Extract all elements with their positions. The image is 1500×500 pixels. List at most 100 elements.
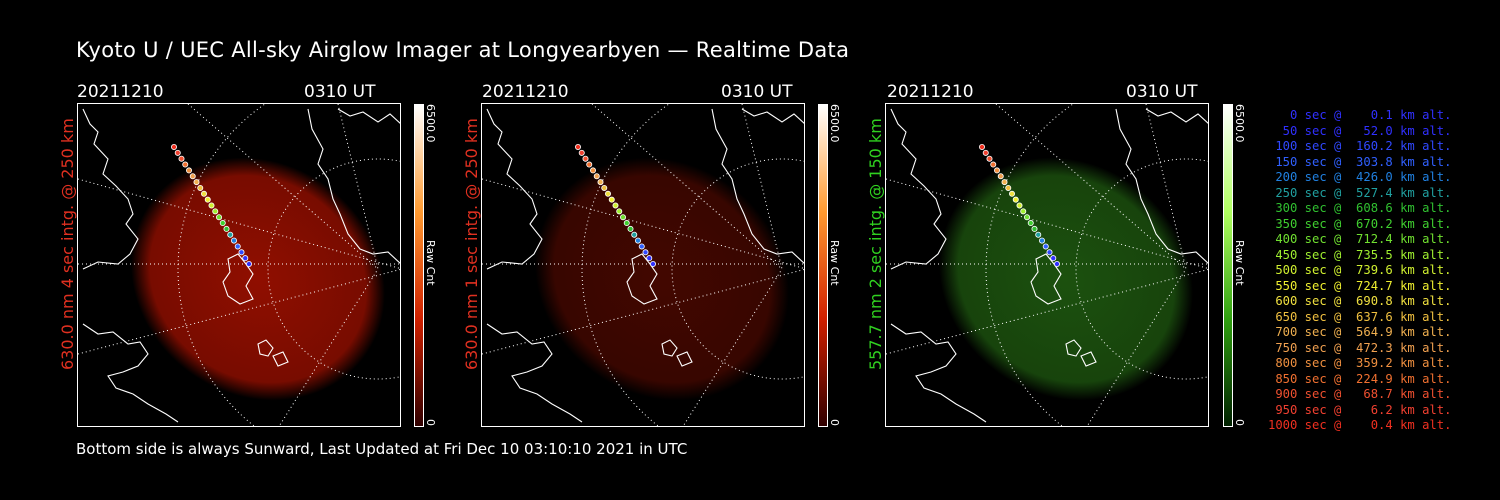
- legend-row: 850 sec @ 224.9 km alt.: [1268, 371, 1452, 386]
- trajectory-point: [204, 196, 211, 203]
- legend-row: 1000 sec @ 0.4 km alt.: [1268, 418, 1452, 432]
- panel-1-side-label: 630.0 nm 4 sec intg. @ 250 km: [58, 118, 77, 370]
- trajectory-point: [612, 202, 619, 209]
- trajectory-point: [227, 231, 234, 238]
- panel-3-allsky-image: [885, 103, 1209, 427]
- trajectory-point: [608, 196, 615, 203]
- panel-3-colorbar-min: 0: [1233, 419, 1246, 426]
- panel-1-colorbar: [414, 104, 424, 427]
- legend-row: 450 sec @ 735.5 km alt.: [1268, 247, 1452, 262]
- legend-row: 900 sec @ 68.7 km alt.: [1268, 387, 1452, 401]
- page-title: Kyoto U / UEC All-sky Airglow Imager at …: [76, 38, 850, 62]
- panel-3-colorbar: [1223, 104, 1233, 427]
- trajectory-point: [982, 149, 989, 156]
- trajectory-point: [1035, 231, 1042, 238]
- airglow-emission: [939, 157, 1193, 401]
- legend-row: 700 sec @ 564.9 km alt.: [1268, 325, 1452, 339]
- panel-1-colorbar-unit: Raw Cnt: [424, 240, 437, 286]
- trajectory-point: [242, 255, 249, 262]
- trajectory-point: [1042, 243, 1049, 250]
- trajectory-point: [197, 184, 204, 191]
- trajectory-point: [230, 237, 237, 244]
- legend-row: 550 sec @ 724.7 km alt.: [1268, 278, 1452, 293]
- panel-1-date: 20211210: [77, 82, 164, 102]
- trajectory-point: [575, 144, 582, 151]
- trajectory-point: [990, 161, 997, 168]
- legend-row: 400 sec @ 712.4 km alt.: [1268, 232, 1452, 246]
- trajectory-point: [1001, 179, 1008, 186]
- legend-row: 750 sec @ 472.3 km alt.: [1268, 340, 1452, 355]
- trajectory-point: [171, 144, 178, 151]
- trajectory-point: [182, 161, 189, 168]
- legend-row: 800 sec @ 359.2 km alt.: [1268, 356, 1452, 370]
- legend-row: 200 sec @ 426.0 km alt.: [1268, 170, 1452, 184]
- trajectory-point: [212, 208, 219, 215]
- trajectory-point: [245, 260, 252, 267]
- legend-row: 600 sec @ 690.8 km alt.: [1268, 294, 1452, 308]
- trajectory-point: [178, 155, 185, 162]
- trajectory-point: [186, 167, 193, 174]
- panel-2-colorbar-min: 0: [828, 419, 841, 426]
- trajectory-point: [997, 173, 1004, 180]
- trajectory-point: [1050, 255, 1057, 262]
- trajectory-point: [646, 255, 653, 262]
- legend-row: 150 sec @ 303.8 km alt.: [1268, 154, 1452, 169]
- trajectory-point: [219, 220, 226, 227]
- panel-1-colorbar-max: 6500.0: [424, 104, 437, 143]
- trajectory-point: [623, 220, 630, 227]
- trajectory-point: [649, 260, 656, 267]
- panel-2-colorbar-max: 6500.0: [828, 104, 841, 143]
- trajectory-point: [634, 237, 641, 244]
- trajectory-point: [238, 249, 245, 256]
- trajectory-point: [201, 190, 208, 197]
- trajectory-point: [1020, 208, 1027, 215]
- trajectory-point: [208, 202, 215, 209]
- trajectory-point: [578, 149, 585, 156]
- trajectory-point: [215, 214, 222, 221]
- panel-3-time: 0310 UT: [1126, 82, 1198, 102]
- trajectory-point: [1027, 220, 1034, 227]
- trajectory-point: [590, 167, 597, 174]
- panel-2-date: 20211210: [482, 82, 569, 102]
- trajectory-point: [1009, 190, 1016, 197]
- legend-row: 350 sec @ 670.2 km alt.: [1268, 216, 1452, 231]
- panel-1-colorbar-min: 0: [424, 419, 437, 426]
- legend-row: 300 sec @ 608.6 km alt.: [1268, 201, 1452, 215]
- trajectory-point: [642, 249, 649, 256]
- trajectory-point: [234, 243, 241, 250]
- panel-3-side-label: 557.7 nm 2 sec intg. @ 150 km: [866, 118, 885, 370]
- legend-row: 250 sec @ 527.4 km alt.: [1268, 185, 1452, 200]
- trajectory-point: [1053, 260, 1060, 267]
- trajectory-point: [582, 155, 589, 162]
- panel-1-allsky-image: [77, 103, 401, 427]
- legend-row: 0 sec @ 0.1 km alt.: [1268, 108, 1452, 122]
- trajectory-point: [193, 179, 200, 186]
- trajectory-point: [627, 225, 634, 232]
- footer-status: Bottom side is always Sunward, Last Upda…: [76, 440, 688, 458]
- trajectory-point: [223, 225, 230, 232]
- trajectory-point: [1031, 225, 1038, 232]
- panel-2-allsky-image: [481, 103, 805, 427]
- trajectory-point: [586, 161, 593, 168]
- panel-3-date: 20211210: [887, 82, 974, 102]
- panel-3-colorbar-max: 6500.0: [1233, 104, 1246, 143]
- legend-row: 650 sec @ 637.6 km alt.: [1268, 309, 1452, 324]
- trajectory-point: [1038, 237, 1045, 244]
- trajectory-point: [174, 149, 181, 156]
- trajectory-point: [986, 155, 993, 162]
- legend-row: 50 sec @ 52.0 km alt.: [1268, 123, 1452, 138]
- panel-2-colorbar-unit: Raw Cnt: [828, 240, 841, 286]
- panel-2-side-label: 630.0 nm 1 sec intg. @ 250 km: [462, 118, 481, 370]
- trajectory-point: [979, 144, 986, 151]
- trajectory-point: [601, 184, 608, 191]
- trajectory-point: [1046, 249, 1053, 256]
- trajectory-point: [189, 173, 196, 180]
- trajectory-point: [638, 243, 645, 250]
- panel-2-time: 0310 UT: [721, 82, 793, 102]
- trajectory-point: [593, 173, 600, 180]
- trajectory-point: [619, 214, 626, 221]
- airglow-emission: [535, 157, 789, 401]
- trajectory-point: [994, 167, 1001, 174]
- trajectory-point: [1005, 184, 1012, 191]
- legend-row: 100 sec @ 160.2 km alt.: [1268, 139, 1452, 153]
